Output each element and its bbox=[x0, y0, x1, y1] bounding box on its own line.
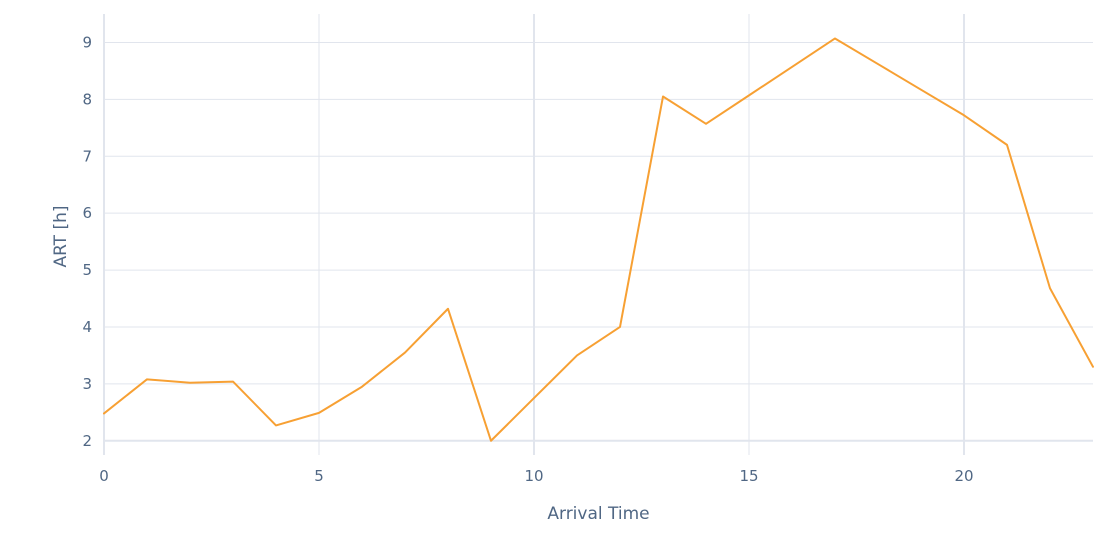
y-tick-label: 8 bbox=[82, 90, 92, 108]
label-layer: 2 3 4 5 6 7 8 9 0 5 10 15 20 bbox=[82, 33, 973, 485]
series-line bbox=[103, 37, 1094, 442]
y-tick-label: 2 bbox=[82, 432, 92, 450]
x-tick-label: 0 bbox=[99, 467, 109, 485]
y-tick-label: 6 bbox=[82, 204, 92, 222]
y-tick-label: 5 bbox=[82, 261, 92, 279]
y-axis-title: ART [h] bbox=[51, 205, 71, 267]
y-tick-label: 7 bbox=[82, 147, 92, 165]
x-tick-label: 15 bbox=[739, 467, 758, 485]
x-tick-label: 5 bbox=[314, 467, 324, 485]
y-tick-label: 4 bbox=[82, 318, 92, 336]
axis-layer bbox=[103, 14, 1093, 455]
y-tick-label: 9 bbox=[82, 33, 92, 51]
x-tick-label: 20 bbox=[954, 467, 973, 485]
grid-layer bbox=[104, 14, 1093, 455]
series-layer bbox=[103, 37, 1094, 442]
x-axis-title: Arrival Time bbox=[547, 504, 649, 524]
x-tick-label: 10 bbox=[524, 467, 543, 485]
y-tick-label: 3 bbox=[82, 375, 92, 393]
